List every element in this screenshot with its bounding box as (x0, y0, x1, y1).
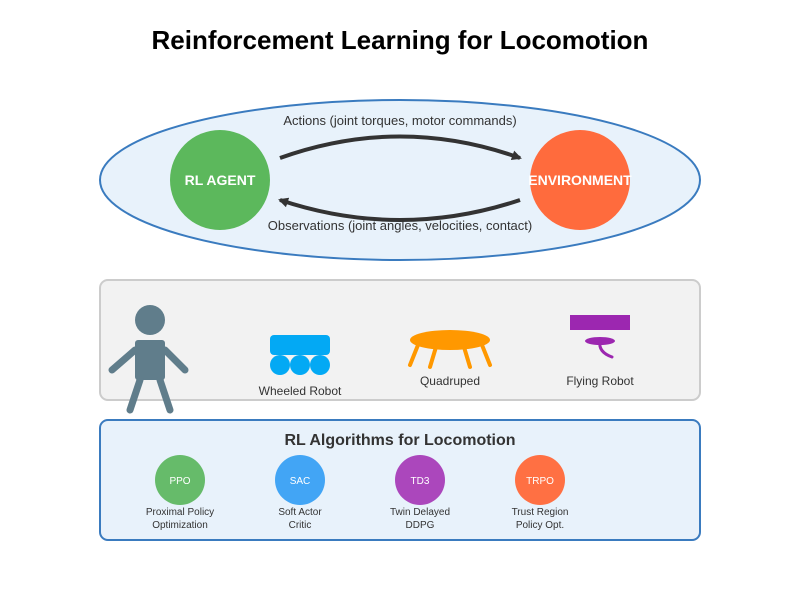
robots-panel-box (99, 279, 701, 401)
trpo-desc-line1: Trust Region (512, 507, 569, 518)
observations-arrow (278, 197, 521, 222)
ppo-desc-line2: Optimization (152, 520, 208, 531)
wheeled-robot-label: Wheeled Robot (259, 384, 342, 398)
sac-abbr: SAC (290, 476, 311, 487)
environment-label: ENVIRONMENT (528, 172, 632, 188)
humanoid-robot-icon (108, 305, 189, 414)
trpo-abbr: TRPO (526, 476, 554, 487)
sac-desc-line2: Critic (289, 520, 312, 531)
flying-robot-label: Flying Robot (566, 374, 634, 388)
algorithms-panel: RL Algorithms for Locomotion PPO Proxima… (99, 419, 701, 541)
algorithm-td3: TD3 Twin Delayed DDPG (390, 455, 450, 531)
ppo-circle (155, 455, 205, 505)
td3-desc-line2: DDPG (406, 520, 435, 531)
observations-label: Observations (joint angles, velocities, … (268, 218, 532, 233)
rl-loop: Actions (joint torques, motor commands) … (99, 99, 701, 261)
quadruped-robot-icon (408, 330, 492, 369)
algorithm-ppo: PPO Proximal Policy Optimization (146, 455, 214, 531)
sac-circle (275, 455, 325, 505)
td3-abbr: TD3 (411, 476, 430, 487)
trpo-circle (515, 455, 565, 505)
rl-agent-label: RL AGENT (185, 172, 256, 188)
td3-circle (395, 455, 445, 505)
quadruped-label: Quadruped (420, 374, 480, 388)
actions-arrow (279, 134, 522, 161)
actions-label: Actions (joint torques, motor commands) (283, 113, 516, 128)
robots-panel: Wheeled Robot Quadruped Flying Robot (99, 279, 701, 414)
algorithm-sac: SAC Soft Actor Critic (275, 455, 325, 531)
algorithm-trpo: TRPO Trust Region Policy Opt. (512, 455, 569, 531)
td3-desc-line1: Twin Delayed (390, 507, 450, 518)
sac-desc-line1: Soft Actor (278, 507, 322, 518)
rl-agent-node (170, 130, 270, 230)
page-title: Reinforcement Learning for Locomotion (152, 25, 649, 55)
flying-robot-icon (570, 315, 630, 359)
wheeled-robot-icon (270, 335, 330, 375)
environment-node (530, 130, 630, 230)
ppo-abbr: PPO (169, 476, 190, 487)
trpo-desc-line2: Policy Opt. (516, 520, 564, 531)
algorithms-title: RL Algorithms for Locomotion (284, 432, 515, 449)
ppo-desc-line1: Proximal Policy (146, 507, 214, 518)
